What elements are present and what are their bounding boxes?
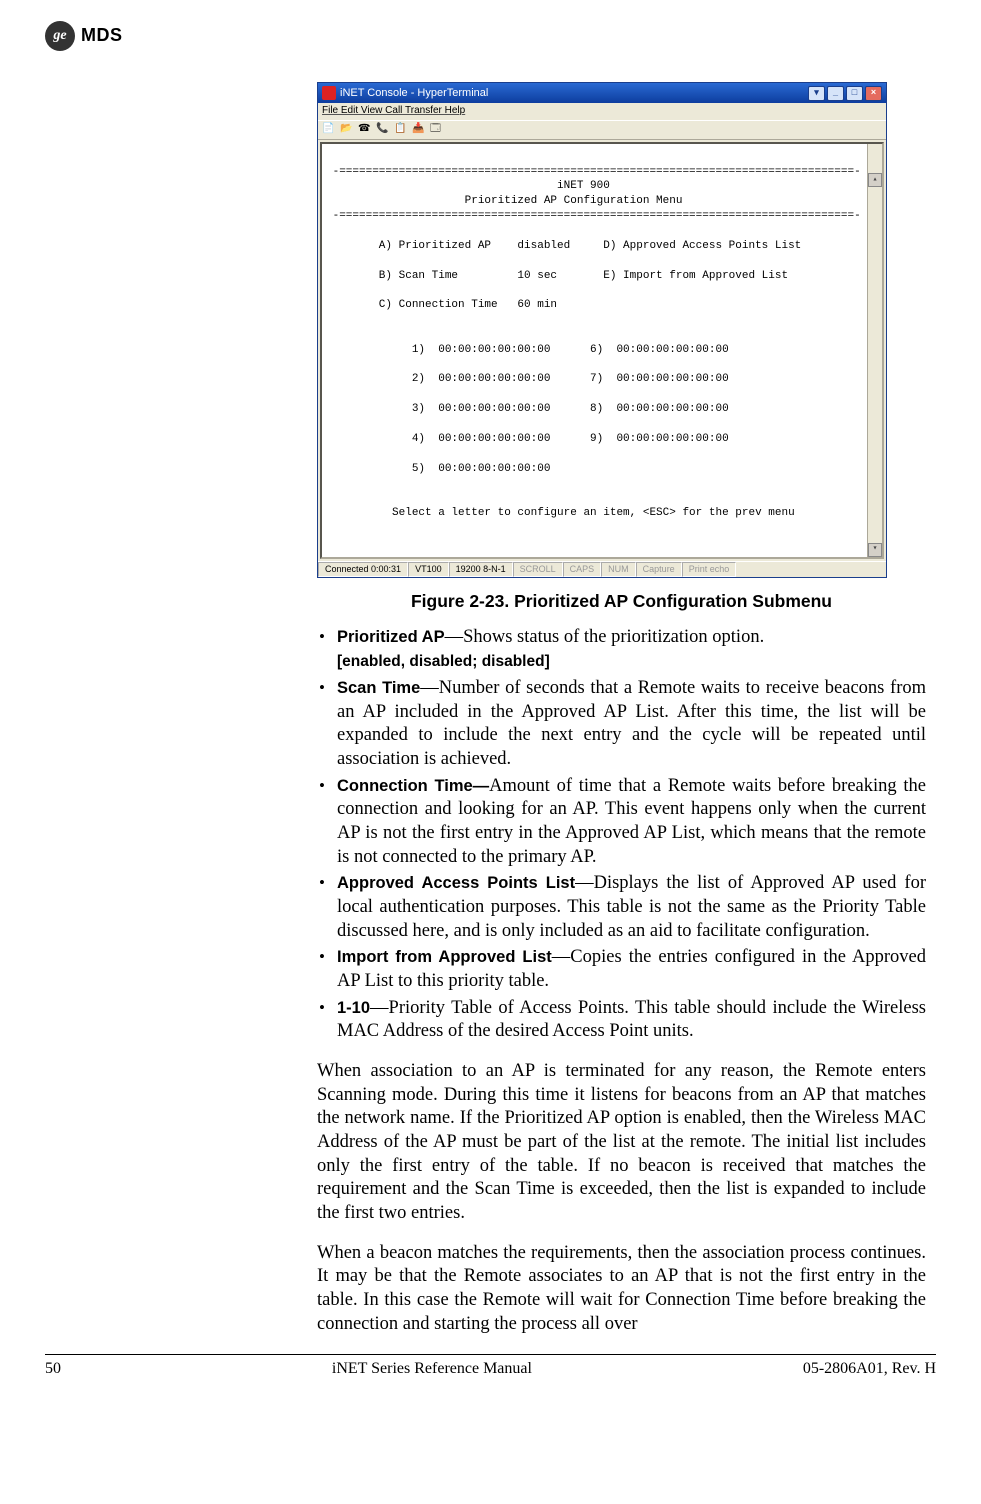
list-item: Scan Time—Number of seconds that a Remot… bbox=[317, 677, 926, 772]
window-title: iNET Console - HyperTerminal bbox=[340, 86, 488, 100]
menubar-items[interactable]: File Edit View Call Transfer Help bbox=[322, 105, 465, 116]
brand-header: ge MDS bbox=[45, 20, 936, 52]
paragraph: When association to an AP is terminated … bbox=[317, 1060, 926, 1226]
paragraph: When a beacon matches the requirements, … bbox=[317, 1242, 926, 1337]
list-item: 1-10—Priority Table of Access Points. Th… bbox=[317, 997, 926, 1044]
status-conn: Connected 0:00:31 bbox=[318, 562, 408, 578]
list-item: Connection Time—Amount of time that a Re… bbox=[317, 775, 926, 870]
page-number: 50 bbox=[45, 1359, 61, 1379]
connect-icon[interactable]: ☎ bbox=[358, 123, 372, 137]
list-item: Import from Approved List—Copies the ent… bbox=[317, 946, 926, 993]
open-icon[interactable]: 📂 bbox=[340, 123, 354, 137]
term-body: —Number of seconds that a Remote waits t… bbox=[337, 678, 926, 769]
status-printecho: Print echo bbox=[682, 562, 737, 578]
term-options: [enabled, disabled; disabled] bbox=[337, 653, 550, 670]
list-item: Prioritized AP—Shows status of the prior… bbox=[317, 626, 926, 673]
statusbar: Connected 0:00:31 VT100 19200 8-N-1 SCRO… bbox=[318, 561, 886, 578]
restore-down-icon[interactable]: ▾ bbox=[808, 86, 825, 101]
term-label: 1-10 bbox=[337, 999, 370, 1017]
terminal-window: iNET Console - HyperTerminal ▾ _ □ × Fil… bbox=[317, 82, 887, 578]
status-capture: Capture bbox=[636, 562, 682, 578]
figure-caption: Figure 2-23. Prioritized AP Configuratio… bbox=[317, 590, 926, 612]
new-icon[interactable]: 📄 bbox=[322, 123, 336, 137]
page-footer: 50 iNET Series Reference Manual 05-2806A… bbox=[45, 1354, 936, 1379]
terminal-text: -=======================================… bbox=[326, 166, 861, 519]
status-emul: VT100 bbox=[408, 562, 449, 578]
minimize-button[interactable]: _ bbox=[827, 86, 844, 101]
definition-list: Prioritized AP—Shows status of the prior… bbox=[317, 626, 926, 1043]
status-scroll: SCROLL bbox=[513, 562, 563, 578]
scroll-up-icon[interactable]: ▴ bbox=[868, 173, 882, 187]
disconnect-icon[interactable]: 📞 bbox=[376, 123, 390, 137]
term-label: Connection Time— bbox=[337, 777, 489, 795]
terminal-body: -=======================================… bbox=[320, 142, 884, 559]
toolbar[interactable]: 📄 📂 ☎ 📞 📋 📥 🗔 bbox=[318, 120, 886, 140]
scrollbar[interactable]: ▴ ▾ bbox=[867, 144, 882, 557]
close-button[interactable]: × bbox=[865, 86, 882, 101]
list-item: Approved Access Points List—Displays the… bbox=[317, 872, 926, 943]
maximize-button[interactable]: □ bbox=[846, 86, 863, 101]
scroll-down-icon[interactable]: ▾ bbox=[868, 543, 882, 557]
properties-icon[interactable]: 🗔 bbox=[430, 123, 444, 137]
menubar[interactable]: File Edit View Call Transfer Help bbox=[318, 103, 886, 120]
status-port: 19200 8-N-1 bbox=[449, 562, 513, 578]
doc-id: 05-2806A01, Rev. H bbox=[803, 1359, 936, 1379]
term-body: —Priority Table of Access Points. This t… bbox=[337, 998, 926, 1042]
term-label: Approved Access Points List bbox=[337, 874, 575, 892]
status-caps: CAPS bbox=[563, 562, 602, 578]
ge-logo-icon: ge bbox=[45, 21, 75, 51]
term-label: Prioritized AP bbox=[337, 628, 445, 646]
manual-title: iNET Series Reference Manual bbox=[332, 1359, 532, 1379]
window-titlebar: iNET Console - HyperTerminal ▾ _ □ × bbox=[318, 83, 886, 103]
brand-text: MDS bbox=[81, 24, 123, 47]
term-label: Import from Approved List bbox=[337, 948, 552, 966]
receive-icon[interactable]: 📥 bbox=[412, 123, 426, 137]
term-label: Scan Time bbox=[337, 679, 420, 697]
send-icon[interactable]: 📋 bbox=[394, 123, 408, 137]
term-body: —Shows status of the prioritization opti… bbox=[445, 627, 765, 647]
status-num: NUM bbox=[601, 562, 636, 578]
app-icon bbox=[322, 86, 336, 100]
